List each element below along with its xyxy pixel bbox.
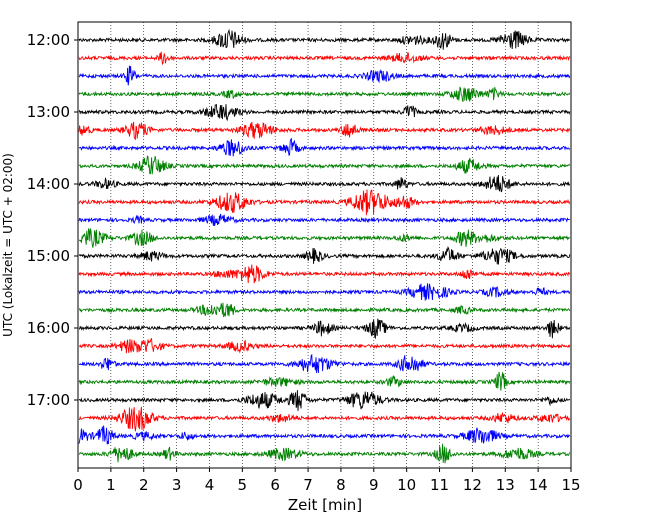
y-tick-label: 15:00 [27,247,70,265]
trace-1415 [78,189,571,216]
trace-1200 [78,28,571,50]
x-tick-label: 2 [139,476,149,494]
plot-frame [77,21,572,469]
trace-1630 [79,353,571,374]
trace-1700 [78,390,571,411]
y-axis-label: UTC (Lokalzeit = UTC + 02:00) [1,153,15,337]
vertical-grid [110,22,539,468]
trace-1445 [78,228,571,248]
trace-1315 [78,121,571,141]
y-tick-label: 13:00 [27,103,70,121]
x-tick-label: 3 [172,476,182,494]
x-tick-label: 11 [430,476,449,494]
x-tick-label: 4 [205,476,215,494]
x-tick-label: 12 [463,476,482,494]
trace-1430 [78,213,571,227]
trace-1345 [78,155,571,175]
trace-1615 [78,337,571,354]
trace-1600 [78,318,571,340]
x-tick-label: 6 [270,476,280,494]
y-tick-label: 12:00 [27,31,70,49]
trace-1645 [78,371,571,391]
x-tick-label: 1 [106,476,116,494]
x-axis-label: Zeit [min] [288,496,362,514]
trace-1330 [78,137,571,157]
trace-1730 [78,425,571,445]
y-tick-label: 16:00 [27,319,70,337]
x-tick-label: 8 [336,476,346,494]
y-tick-label: 14:00 [27,175,70,193]
trace-1515 [78,264,571,284]
y-axis-ticks: 12:00 13:00 14:00 15:00 16:00 17:00 [27,31,78,409]
trace-1300 [78,103,571,122]
x-tick-label: 5 [238,476,248,494]
trace-1545 [78,302,571,318]
x-tick-label: 7 [303,476,313,494]
trace-1215 [78,51,571,66]
trace-1400 [78,174,571,193]
x-axis-ticks: 0 1 2 3 4 5 6 7 8 9 10 11 12 13 14 15 [73,468,581,494]
x-tick-label: 15 [561,476,580,494]
trace-1530 [78,283,571,301]
seismic-traces [78,28,571,464]
x-tick-label: 13 [496,476,515,494]
trace-1715 [78,406,571,432]
x-tick-label: 0 [73,476,83,494]
y-tick-label: 17:00 [27,391,70,409]
trace-1230 [78,65,571,86]
x-tick-label: 14 [529,476,548,494]
trace-1500 [78,246,571,265]
trace-1245 [78,86,571,103]
x-tick-label: 10 [397,476,416,494]
trace-1745 [78,443,571,464]
x-tick-label: 9 [369,476,379,494]
